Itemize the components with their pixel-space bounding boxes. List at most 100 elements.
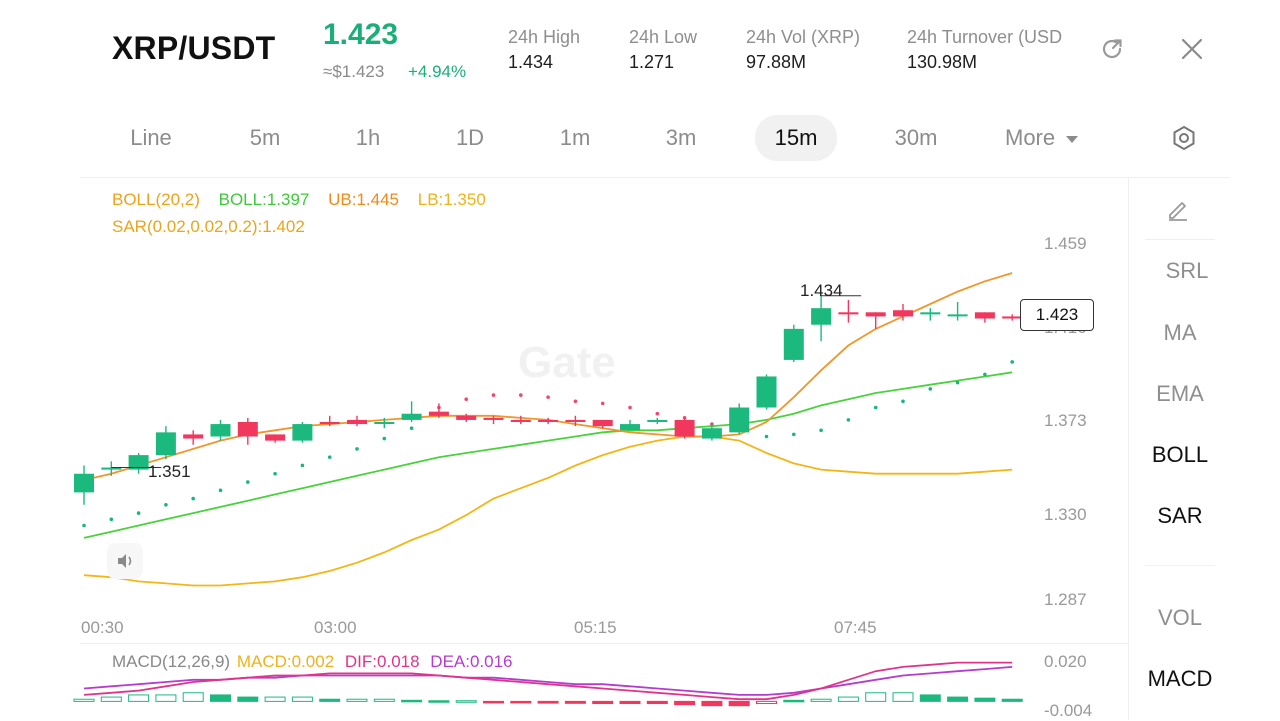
macd-legend: MACD(12,26,9) MACD:0.002 DIF:0.018 DEA:0… xyxy=(112,652,513,672)
sar-dot xyxy=(955,380,960,385)
refresh-icon[interactable] xyxy=(1097,34,1127,64)
macd-histogram-bar xyxy=(947,696,969,702)
side-item-macd[interactable]: MACD xyxy=(1147,666,1213,691)
time-axis-label: 07:45 xyxy=(834,618,877,637)
macd-histogram-bar xyxy=(401,699,423,703)
tab-15m[interactable]: 15m xyxy=(755,115,837,161)
sar-dot xyxy=(983,372,987,377)
candle xyxy=(893,304,913,321)
candle-body xyxy=(838,312,859,315)
pair-title[interactable]: XRP/USDT xyxy=(112,30,276,66)
candle xyxy=(865,312,886,329)
side-item-sar[interactable]: SAR xyxy=(1157,503,1203,528)
macd-chart[interactable] xyxy=(0,644,1128,720)
stat-low-value: 1.271 xyxy=(629,52,675,72)
candle-body xyxy=(128,455,149,470)
side-item-boll[interactable]: BOLL xyxy=(1151,442,1209,467)
tab-1d[interactable]: 1D xyxy=(455,125,485,150)
stat-vol-label: 24h Vol (XRP) xyxy=(746,27,861,47)
tab-3m[interactable]: 3m xyxy=(665,125,697,150)
boll-lower-line xyxy=(83,435,1013,587)
candle-body xyxy=(538,419,559,422)
macd-params: MACD(12,26,9) xyxy=(112,652,231,671)
sar-dot xyxy=(409,426,414,431)
macd-histogram-bar xyxy=(783,699,805,703)
macd-histogram-bar xyxy=(264,696,286,702)
side-item-ma[interactable]: MA xyxy=(1163,320,1197,345)
candle xyxy=(701,424,722,441)
side-item-srl[interactable]: SRL xyxy=(1165,258,1209,283)
macd-histogram-bar xyxy=(455,700,477,703)
macd-histogram-bar xyxy=(237,696,259,702)
tab-more[interactable]: More xyxy=(1005,115,1105,161)
close-icon[interactable] xyxy=(1177,34,1207,64)
candle xyxy=(401,401,422,422)
candle xyxy=(456,413,477,422)
candle xyxy=(510,415,531,425)
macd-value: MACD:0.002 xyxy=(236,652,335,671)
sar-dot xyxy=(164,502,168,507)
boll-params: BOLL(20,2) xyxy=(112,190,200,209)
candle xyxy=(374,417,395,429)
tab-5m[interactable]: 5m xyxy=(249,125,281,150)
candle-body xyxy=(565,419,586,422)
sound-toggle-icon[interactable] xyxy=(107,543,143,579)
macd-histogram-bar xyxy=(128,694,150,702)
sar-dot xyxy=(273,471,277,476)
macd-histogram-bar xyxy=(619,700,641,705)
candle xyxy=(947,301,968,321)
macd-histogram-bar xyxy=(510,700,532,704)
price-change: +4.94% xyxy=(408,62,467,81)
stat-turnover-value: 130.98M xyxy=(907,52,978,72)
sar-dot xyxy=(519,393,523,397)
dea-line xyxy=(83,666,1013,696)
caret-down-icon xyxy=(1066,136,1079,143)
candle xyxy=(729,403,750,435)
candlestick-chart[interactable] xyxy=(0,0,1128,640)
tab-30m[interactable]: 30m xyxy=(894,125,938,150)
tab-1h[interactable]: 1h xyxy=(355,125,381,150)
sar-dot xyxy=(382,436,387,441)
tab-line[interactable]: Line xyxy=(130,125,172,150)
tab-1m[interactable]: 1m xyxy=(559,125,591,150)
macd-histogram-bar xyxy=(291,696,313,702)
side-menu-divider xyxy=(1128,178,1129,720)
candle xyxy=(237,417,258,445)
time-axis-label: 05:15 xyxy=(574,618,617,637)
macd-histogram-bar xyxy=(728,700,750,707)
candle xyxy=(620,419,640,431)
side-item-ema[interactable]: EMA xyxy=(1156,381,1204,406)
candle-body xyxy=(510,419,531,422)
boll-lb-value: LB:1.350 xyxy=(417,190,486,209)
candle-body xyxy=(456,415,477,420)
stat-vol-value: 97.88M xyxy=(746,52,807,72)
candle xyxy=(265,434,286,443)
candle-body xyxy=(729,407,750,433)
chart-settings-icon[interactable] xyxy=(1169,123,1199,153)
candle xyxy=(811,295,832,342)
candle-body xyxy=(647,419,668,422)
draw-pencil-icon[interactable] xyxy=(1164,195,1194,225)
price-axis-label: 1.373 xyxy=(1044,411,1087,430)
macd-histogram-bar xyxy=(155,694,177,702)
candle-body xyxy=(374,422,395,424)
macd-histogram-bar xyxy=(483,700,504,704)
macd-histogram-bar xyxy=(346,698,368,702)
candle-body xyxy=(401,413,422,420)
side-item-vol[interactable]: VOL xyxy=(1157,605,1203,630)
stat-high-label: 24h High xyxy=(508,27,581,47)
candle-body xyxy=(1002,316,1023,319)
boll-mid-value: BOLL:1.397 xyxy=(218,190,310,209)
sar-dot xyxy=(928,387,933,391)
candle xyxy=(674,417,695,439)
candle xyxy=(592,419,613,429)
candle xyxy=(483,415,504,425)
sar-legend: SAR(0.02,0.02,0.2):1.402 xyxy=(112,217,305,236)
boll-legend: BOLL(20,2) BOLL:1.397 UB:1.445 LB:1.350 xyxy=(112,190,486,210)
candle-body xyxy=(101,467,122,470)
gate-watermark: Gate xyxy=(518,338,616,387)
side-divider-top xyxy=(1145,239,1215,240)
candle-body xyxy=(674,419,695,437)
sar-dot xyxy=(819,428,823,433)
macd-axis-label: 0.020 xyxy=(1044,652,1087,671)
